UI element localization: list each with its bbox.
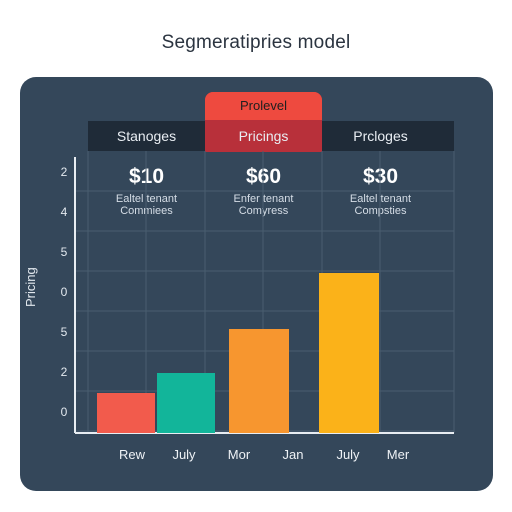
y-tick-label-6: 2 bbox=[61, 165, 68, 179]
x-tick-label-5: Mer bbox=[387, 447, 410, 462]
column-header-1: Stanoges bbox=[116, 128, 177, 144]
x-tick-label-4: July bbox=[336, 447, 360, 462]
y-tick-label-5: 4 bbox=[61, 205, 68, 219]
x-tick-label-3: Jan bbox=[283, 447, 304, 462]
bar-0 bbox=[97, 393, 155, 433]
chart-panel: Prolevel Stanoges Pricings Prcloges $10 … bbox=[20, 77, 493, 491]
bar-chart: 0 2 5 0 5 4 2 Rew July Mor Jan July Mer bbox=[61, 151, 455, 462]
page-title: Segmeratipries model bbox=[161, 32, 351, 53]
x-tick-label-2: Mor bbox=[228, 447, 251, 462]
tier-badge: Prolevel bbox=[205, 92, 322, 120]
y-tick-label-3: 0 bbox=[61, 285, 68, 299]
y-tick-label-0: 0 bbox=[61, 405, 68, 419]
x-tick-label-1: July bbox=[172, 447, 196, 462]
column-header-3: Prcloges bbox=[353, 128, 408, 144]
y-tick-label-1: 2 bbox=[61, 365, 68, 379]
bar-4 bbox=[319, 273, 379, 433]
column-header-2: Pricings bbox=[238, 128, 289, 144]
y-tick-label-2: 5 bbox=[61, 325, 68, 339]
bar-2 bbox=[229, 329, 289, 433]
x-tick-label-0: Rew bbox=[119, 447, 146, 462]
y-tick-label-4: 5 bbox=[61, 245, 68, 259]
bar-1 bbox=[157, 373, 215, 433]
